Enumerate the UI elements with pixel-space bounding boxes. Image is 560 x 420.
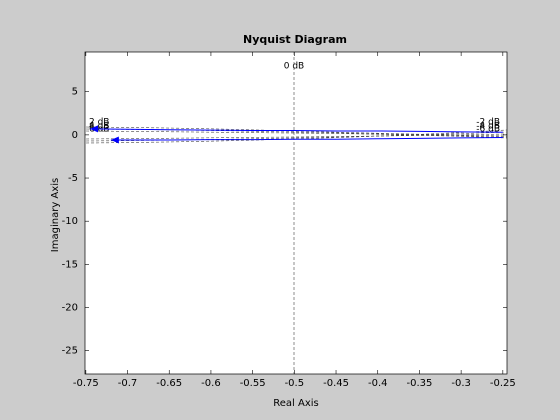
y-axis-label: Imaginary Axis xyxy=(50,178,61,252)
nyquist-curve xyxy=(110,136,503,141)
x-tick-label: -0.25 xyxy=(490,378,516,389)
y-tick-label: 5 xyxy=(72,87,78,98)
x-tick-label: -0.75 xyxy=(73,378,99,389)
plot-area xyxy=(85,52,507,374)
x-tick-label: -0.3 xyxy=(451,378,471,389)
y-tick-label: -10 xyxy=(62,216,78,227)
x-tick-label: -0.65 xyxy=(156,378,182,389)
y-tick-label: -25 xyxy=(62,346,78,357)
db-label: 4 dB xyxy=(89,122,109,132)
db-label: -4 dB xyxy=(476,122,500,132)
db-label: -2 dB xyxy=(476,118,500,128)
nyquist-curve xyxy=(89,128,503,133)
x-tick-label: -0.4 xyxy=(368,378,388,389)
x-tick-label: -0.45 xyxy=(323,378,349,389)
x-tick-label: -0.5 xyxy=(285,378,305,389)
db-label: 6 dB xyxy=(89,125,109,135)
x-tick-label: -0.55 xyxy=(240,378,266,389)
y-tick-label: -15 xyxy=(62,259,78,270)
chart-title: Nyquist Diagram xyxy=(243,33,347,46)
direction-arrow xyxy=(90,125,99,133)
x-tick-label: -0.6 xyxy=(201,378,221,389)
db-label: -6 dB xyxy=(476,125,500,135)
db-label: 2 dB xyxy=(89,118,109,128)
x-tick-label: -0.35 xyxy=(406,378,432,389)
x-tick-label: -0.7 xyxy=(118,378,138,389)
direction-arrow xyxy=(110,136,119,144)
x-axis-label: Real Axis xyxy=(273,398,318,409)
db-label: 0 dB xyxy=(284,62,304,72)
y-tick-label: -20 xyxy=(62,303,78,314)
y-tick-label: -5 xyxy=(68,173,78,184)
m-circle-grid xyxy=(85,52,508,374)
y-tick-label: 0 xyxy=(72,130,78,141)
axes-box xyxy=(84,51,508,375)
